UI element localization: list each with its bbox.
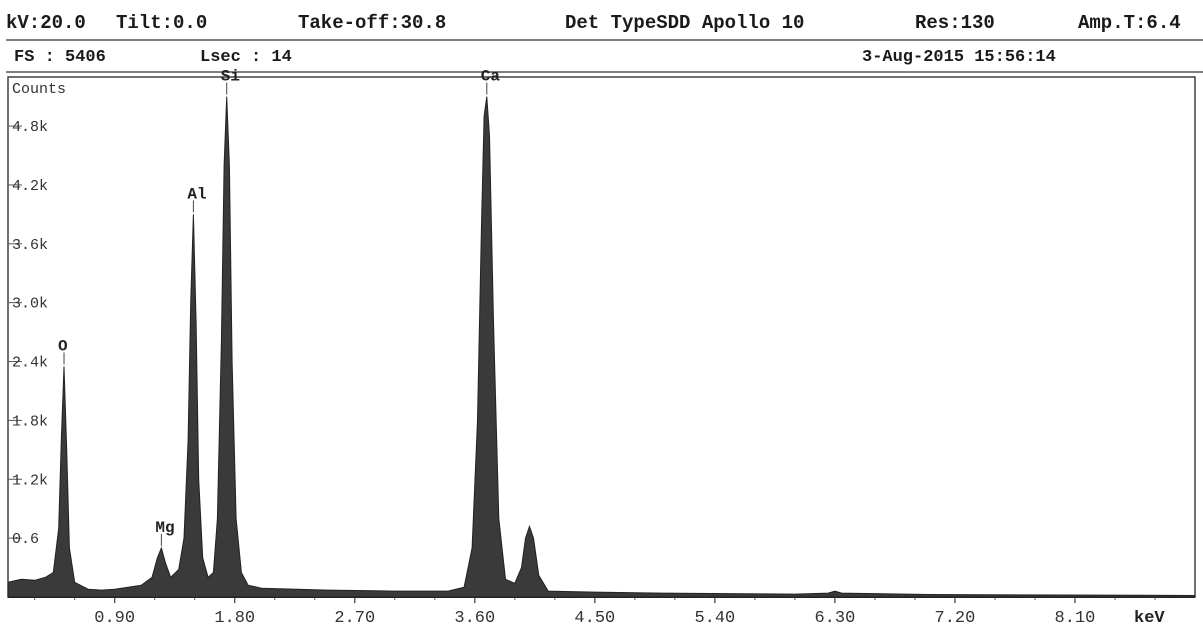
y-tick-label: 4.8k [12,119,48,136]
x-tick-labels: 0.90 1.80 2.70 3.60 4.50 5.40 6.30 7.20 8.10 [94,609,1095,628]
peak-markers: O Mg Al Si Ca [58,68,500,546]
x-tick-label: 8.10 [1055,609,1096,628]
x-tick-label: 1.80 [214,609,255,628]
takeoff-readout: Take-off:30.8 [298,12,447,34]
kv-readout: kV:20.0 [6,12,86,34]
peak-label-si: Si [221,68,240,86]
spectrum-series [7,96,1196,598]
fullscale-readout: FS : 5406 [14,48,106,67]
live-seconds-readout: Lsec : 14 [200,48,292,67]
peak-label-mg: Mg [155,519,174,537]
peak-label-o: O [58,337,68,355]
tilt-readout: Tilt:0.0 [116,12,208,34]
peak-label-ca: Ca [481,68,501,86]
y-tick-label: 0.6 [12,531,39,548]
y-tick-label: 4.2k [12,178,48,195]
amp-time-readout: Amp.T:6.4 [1078,12,1181,34]
x-tick-label: 3.60 [454,609,495,628]
acquisition-header-row: kV:20.0 Tilt:0.0 Take-off:30.8 Det TypeS… [0,6,1203,36]
fullscale-header-row: FS : 5406 Lsec : 14 3-Aug-2015 15:56:14 [0,44,1203,74]
y-tick-label: 1.2k [12,472,48,489]
y-tick-label: 3.0k [12,296,48,313]
x-tick-label: 0.90 [94,609,135,628]
x-tick-label: 6.30 [814,609,855,628]
y-tick-labels: 0.6 1.2k 1.8k 2.4k 3.0k 3.6k 4.2k 4.8k [12,119,48,548]
spectrum-series-0 [7,96,1196,598]
x-tick-label: 2.70 [334,609,375,628]
detector-readout: Det TypeSDD Apollo 10 [565,12,805,34]
date-time-readout: 3-Aug-2015 15:56:14 [862,48,1056,67]
y-tick-label: 1.8k [12,413,48,430]
x-axis-unit: keV [1134,609,1165,628]
gridlines [8,125,1156,603]
x-tick-label: 7.20 [935,609,976,628]
y-axis-label: Counts [12,81,66,98]
y-tick-label: 3.6k [12,237,48,254]
y-tick-label: 2.4k [12,355,48,372]
peak-label-al: Al [187,185,206,203]
x-tick-label: 5.40 [694,609,735,628]
x-tick-label: 4.50 [574,609,615,628]
resolution-readout: Res:130 [915,12,995,34]
